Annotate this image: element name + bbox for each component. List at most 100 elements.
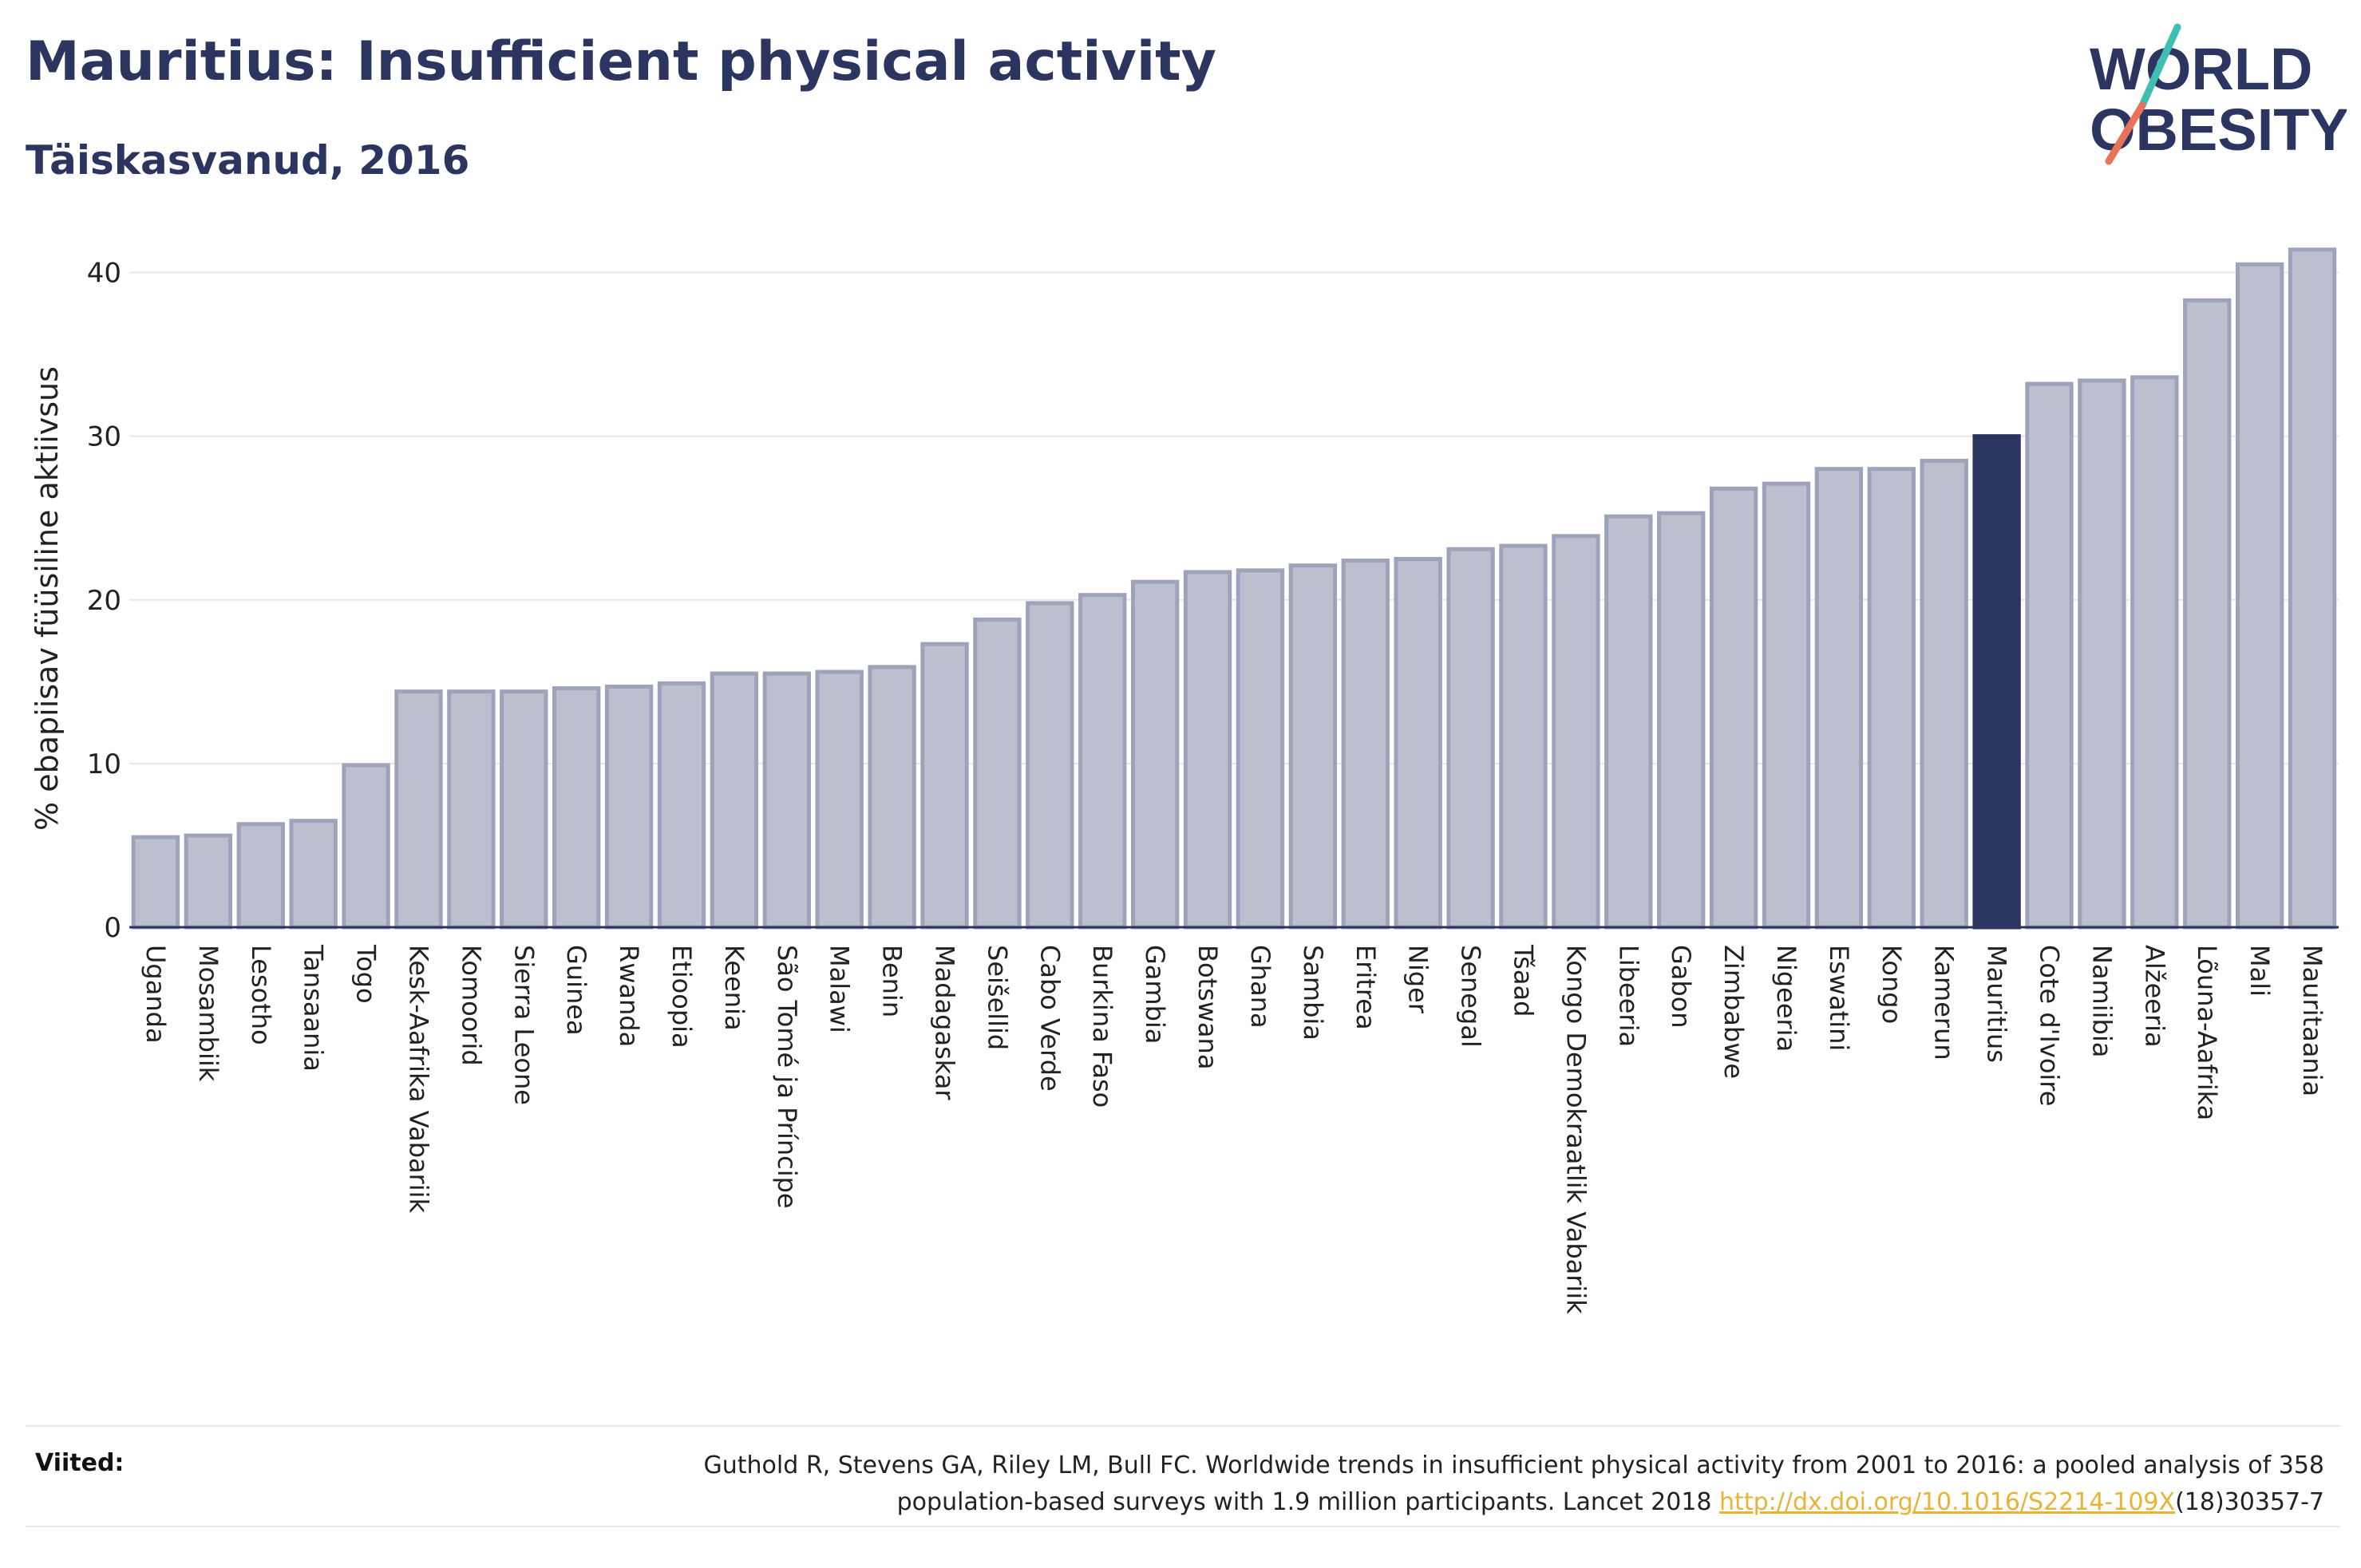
- bar: [1236, 568, 1285, 930]
- bar: [815, 669, 864, 930]
- bar: [1130, 579, 1180, 930]
- x-tick-label: Kesk-Aafrika Vabariik: [403, 945, 433, 1214]
- x-tick-label: Namiibia: [2086, 945, 2117, 1057]
- references-label: Viited:: [35, 1449, 125, 1477]
- bar: [710, 671, 759, 930]
- logo-slash-coral: [2105, 101, 2146, 165]
- bar-highlight: [1972, 434, 2021, 930]
- x-tick-label: Togo: [351, 944, 382, 1004]
- y-tick-label: 30: [87, 421, 121, 453]
- logo-slash-teal: [2138, 23, 2181, 109]
- bar: [552, 686, 601, 930]
- logo-line-2: OBESITY: [2090, 97, 2347, 163]
- bar: [1762, 481, 1811, 930]
- x-tick-label: Tansaania: [299, 944, 329, 1072]
- x-tick-label: Senegal: [1456, 945, 1486, 1048]
- x-tick-label: Kongo: [1877, 945, 1907, 1024]
- x-tick-label: Sierra Leone: [508, 945, 539, 1105]
- bar: [1867, 467, 1916, 930]
- bar: [1183, 570, 1232, 930]
- x-tick-label: Nigeeria: [1771, 945, 1801, 1052]
- x-tick-label: Kamerun: [1929, 945, 1960, 1060]
- bar: [1604, 514, 1653, 930]
- bar: [1078, 593, 1127, 930]
- x-tick-label: Guinea: [561, 945, 591, 1036]
- y-tick-label: 40: [87, 258, 121, 290]
- x-tick-label: Tšaad: [1508, 944, 1538, 1017]
- bar: [657, 681, 706, 930]
- logo-line-1: WORLD: [2090, 36, 2313, 102]
- bar: [1446, 547, 1495, 930]
- bar: [868, 665, 916, 930]
- bar: [920, 642, 969, 930]
- bar: [2025, 381, 2074, 930]
- x-tick-label: Madagaskar: [930, 945, 960, 1100]
- bar: [1552, 534, 1600, 930]
- reference-citation: Guthold R, Stevens GA, Riley LM, Bull FC…: [703, 1451, 2324, 1516]
- x-tick-label: Mauritaania: [2297, 945, 2327, 1096]
- x-tick-label: Eswatini: [1824, 945, 1854, 1051]
- x-tick-label: Cote d'Ivoire: [2035, 945, 2065, 1106]
- x-tick-label: Alžeeria: [2139, 945, 2169, 1048]
- bar: [1499, 543, 1548, 930]
- bar: [289, 819, 338, 930]
- bar: [1657, 511, 1706, 930]
- bar: [2130, 375, 2179, 930]
- x-tick-label: Eritrea: [1351, 945, 1381, 1030]
- y-tick-label: 0: [104, 912, 121, 944]
- bar: [1394, 556, 1442, 930]
- reference-doi-link[interactable]: http://dx.doi.org/10.1016/S2214-109X: [1719, 1488, 2176, 1516]
- bar: [973, 617, 1022, 930]
- references-text: Guthold R, Stevens GA, Riley LM, Bull FC…: [568, 1448, 2324, 1521]
- y-axis-label: % ebapiisav füüsiline aktiivsus: [30, 366, 65, 831]
- bar: [447, 689, 496, 930]
- x-tick-label: Komoorid: [456, 945, 486, 1066]
- x-tick-label: Mauritius: [1982, 945, 2012, 1063]
- reference-citation-suffix: (18)30357-7: [2175, 1488, 2324, 1516]
- bar-chart: 0 10 20 30 40 Uganda Mosambiik Lesotho Tansaani…: [30, 247, 2339, 1314]
- bar: [1814, 467, 1864, 930]
- x-tick-label: Kongo Demokraatlik Vabariik: [1560, 945, 1591, 1314]
- y-axis-ticks: 0 10 20 30 40: [87, 258, 121, 944]
- chart-subtitle: Täiskasvanud, 2016: [26, 137, 470, 184]
- bar: [236, 822, 285, 930]
- x-tick-label: Rwanda: [614, 945, 644, 1047]
- bar: [2078, 378, 2126, 930]
- world-obesity-logo: WORLD OBESITY: [2090, 23, 2347, 165]
- x-tick-label: Niger: [1403, 945, 1434, 1014]
- x-tick-label: Gambia: [1140, 945, 1170, 1044]
- bar: [1709, 486, 1758, 930]
- bar: [131, 835, 180, 930]
- y-tick-label: 20: [87, 585, 121, 617]
- bar: [604, 684, 654, 930]
- footer-divider-top: [26, 1425, 2340, 1427]
- bar: [1920, 458, 1968, 930]
- bar: [762, 671, 811, 930]
- x-tick-label: Mosambiik: [193, 945, 223, 1082]
- x-tick-label: Lesotho: [246, 945, 276, 1045]
- x-tick-label: Sambia: [1298, 945, 1328, 1041]
- x-tick-label: Benin: [877, 945, 908, 1017]
- x-tick-label: Zimbabwe: [1718, 945, 1749, 1079]
- x-tick-label: Etioopia: [666, 945, 697, 1049]
- y-tick-label: 10: [87, 748, 121, 780]
- bar: [184, 833, 233, 930]
- x-tick-label: Gabon: [1666, 945, 1696, 1029]
- bar: [2288, 247, 2337, 930]
- x-tick-label: Seišellid: [982, 945, 1012, 1050]
- bar: [1026, 601, 1074, 930]
- x-tick-label: Uganda: [140, 945, 171, 1044]
- bar: [1341, 559, 1390, 930]
- bars: [131, 247, 2337, 930]
- x-tick-label: Malawi: [825, 945, 855, 1033]
- x-tick-label: Cabo Verde: [1034, 945, 1065, 1092]
- bar: [394, 689, 443, 930]
- x-tick-label: Mali: [2244, 945, 2275, 997]
- bar: [342, 763, 390, 930]
- x-tick-label: Keenia: [719, 945, 749, 1031]
- gridlines: [129, 271, 2339, 764]
- x-axis-labels: Uganda Mosambiik Lesotho Tansaania Togo Kesk-…: [140, 944, 2327, 1314]
- bar: [500, 689, 548, 930]
- x-tick-label: Ghana: [1245, 945, 1275, 1029]
- x-tick-label: Lõuna-Aafrika: [2192, 945, 2222, 1120]
